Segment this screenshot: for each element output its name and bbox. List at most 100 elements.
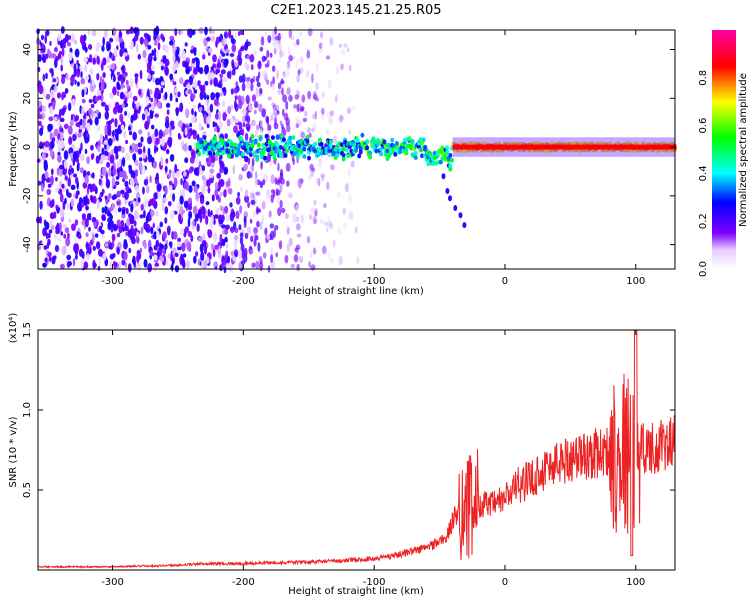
spectrogram-cell bbox=[327, 148, 332, 154]
spectrogram-cell bbox=[275, 252, 279, 258]
spectrogram-cell bbox=[70, 184, 76, 190]
spectrogram-cell bbox=[176, 170, 181, 178]
spectrogram-cell bbox=[201, 175, 206, 181]
spectrogram-cell bbox=[250, 235, 254, 243]
spectrogram-cell bbox=[224, 39, 227, 44]
spectrogram-cell bbox=[192, 104, 197, 110]
spectrogram-cell bbox=[296, 263, 300, 272]
spectrogram-cell bbox=[214, 113, 219, 120]
spectrogram-cell bbox=[326, 181, 330, 190]
spectrogram-cell bbox=[261, 108, 267, 118]
spectrogram-cell bbox=[219, 219, 224, 225]
spectrogram-cell bbox=[97, 265, 101, 271]
spectrogram-cell bbox=[44, 53, 49, 60]
spectrogram-cell bbox=[193, 167, 198, 176]
spectrogram-cell bbox=[182, 187, 185, 198]
spectrogram-cell bbox=[153, 145, 157, 154]
spectrogram-cell bbox=[164, 128, 170, 135]
spectrogram-cell bbox=[183, 82, 187, 88]
spectrogram-cell bbox=[104, 242, 109, 248]
y-tick-label: 0 bbox=[22, 144, 33, 150]
spectrogram-cell bbox=[212, 135, 217, 141]
spectrogram-cell bbox=[213, 232, 218, 242]
spectrogram-cells bbox=[36, 25, 677, 274]
spectrogram-cell bbox=[154, 179, 160, 185]
spectrogram-cell bbox=[49, 200, 54, 208]
spectrogram-cell bbox=[238, 174, 243, 181]
spectrogram-cell bbox=[81, 213, 86, 219]
spectrogram-cell bbox=[49, 132, 53, 141]
spectrogram-cell bbox=[256, 220, 260, 228]
spectrogram-cell bbox=[120, 78, 124, 86]
spectrogram-cell bbox=[323, 202, 327, 209]
spectrogram-cell bbox=[351, 104, 356, 111]
spectrogram-cell bbox=[250, 172, 253, 179]
spectrogram-cell bbox=[48, 50, 52, 59]
spectrogram-cell bbox=[103, 28, 108, 38]
spectrogram-cell bbox=[101, 45, 105, 52]
spectrogram-cell bbox=[119, 113, 124, 123]
spectrogram-cell bbox=[360, 132, 365, 138]
spectrogram-cell bbox=[211, 155, 216, 163]
spectrogram-cell bbox=[254, 178, 258, 187]
spectrogram-cell bbox=[261, 142, 266, 148]
spectrogram-cell bbox=[255, 124, 260, 131]
spectrogram-cell bbox=[109, 261, 113, 269]
spectrogram-cell bbox=[270, 135, 275, 141]
spectrogram-cell bbox=[49, 219, 53, 226]
spectrogram-cell bbox=[205, 215, 209, 225]
spectrogram-cell bbox=[238, 121, 243, 131]
spectrogram-cell bbox=[227, 153, 231, 159]
spectrogram-cell bbox=[139, 247, 143, 253]
spectrogram-cell bbox=[151, 65, 155, 70]
spectrogram-cell bbox=[120, 66, 125, 71]
spectrogram-cell bbox=[121, 103, 125, 108]
spectrogram-cell bbox=[348, 169, 351, 177]
spectrogram-cell bbox=[288, 140, 293, 146]
spectrogram-cell bbox=[294, 144, 299, 150]
spectrogram-cell bbox=[57, 121, 61, 128]
spectrogram-cell bbox=[217, 196, 221, 203]
spectrogram-cell bbox=[292, 158, 296, 165]
spectrogram-cell bbox=[278, 145, 283, 150]
spectrogram-cell bbox=[218, 179, 223, 186]
spectrogram-cell bbox=[75, 114, 79, 122]
spectrogram-cell bbox=[225, 48, 230, 54]
spectrogram-cell bbox=[242, 141, 247, 147]
spectrogram-cell bbox=[96, 73, 100, 81]
spectrogram-cell bbox=[244, 61, 248, 69]
spectrogram-cell bbox=[41, 151, 46, 161]
spectrogram-cell bbox=[63, 123, 69, 129]
colorbar-gradient bbox=[712, 30, 736, 269]
spectrogram-cell bbox=[129, 78, 135, 88]
spectrogram-cell bbox=[75, 194, 79, 200]
spectrogram-cell bbox=[104, 195, 108, 200]
spectrogram-cell bbox=[102, 36, 105, 46]
spectrogram-cell bbox=[279, 172, 284, 181]
spectrogram-cell bbox=[125, 207, 129, 215]
spectrogram-cell bbox=[107, 128, 112, 136]
spectrogram-cell bbox=[245, 123, 251, 131]
spectrogram-cell bbox=[37, 54, 42, 62]
spectrogram-cell bbox=[225, 142, 230, 148]
spectrogram-cell bbox=[286, 243, 291, 253]
spectrogram-cell bbox=[75, 122, 80, 128]
spectrogram-cell bbox=[390, 137, 395, 143]
spectrogram-cell bbox=[56, 222, 60, 230]
spectrogram-cell bbox=[275, 143, 280, 148]
spectrogram-cell bbox=[80, 77, 86, 85]
spectrogram-cell bbox=[336, 191, 342, 198]
spectrogram-cell bbox=[225, 213, 230, 222]
spectrogram-cell bbox=[240, 260, 246, 265]
spectrogram-cell bbox=[282, 94, 288, 103]
spectrogram-cell bbox=[67, 177, 72, 187]
spectrogram-cell bbox=[218, 55, 222, 60]
spectrogram-cell bbox=[234, 118, 239, 124]
branch-point bbox=[462, 222, 467, 229]
spectrogram-cell bbox=[188, 28, 193, 39]
spectrogram-cell bbox=[164, 91, 168, 100]
y-tick-label: 1.5 bbox=[22, 322, 33, 338]
spectrogram-cell bbox=[70, 63, 74, 69]
spectrogram-cell bbox=[153, 34, 157, 41]
spectrogram-cell bbox=[118, 158, 122, 168]
